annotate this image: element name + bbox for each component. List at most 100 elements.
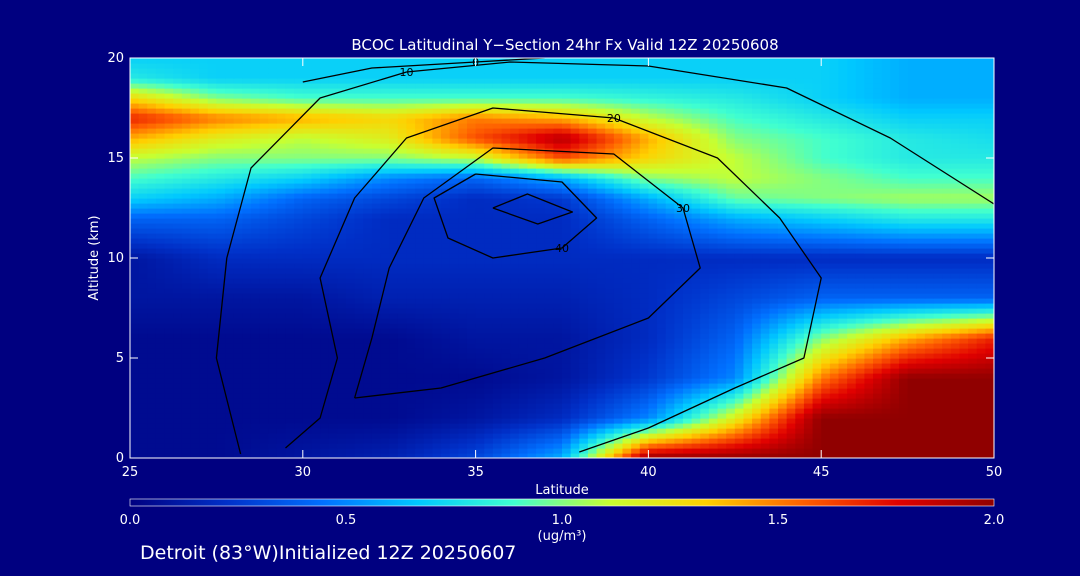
heatmap-cell (631, 328, 641, 334)
heatmap-cell (449, 343, 459, 349)
heatmap-cell (553, 223, 563, 229)
heatmap-cell (890, 353, 900, 359)
heatmap-cell (587, 228, 598, 234)
heatmap-cell (484, 353, 494, 359)
heatmap-cell (622, 343, 632, 349)
heatmap-cell (311, 448, 321, 454)
heatmap-cell (708, 228, 719, 234)
heatmap-cell (855, 283, 865, 289)
heatmap-cell (441, 368, 451, 374)
heatmap-cell (259, 398, 269, 404)
heatmap-cell (250, 258, 261, 264)
heatmap-cell (527, 443, 537, 449)
heatmap-cell (950, 303, 961, 309)
heatmap-cell (164, 233, 174, 239)
heatmap-cell (527, 368, 537, 374)
heatmap-cell (415, 283, 425, 289)
heatmap-cell (276, 363, 287, 369)
heatmap-cell (717, 343, 727, 349)
heatmap-cell (674, 413, 684, 419)
heatmap-cell (605, 333, 615, 339)
heatmap-cell (821, 278, 831, 284)
heatmap-cell (363, 283, 373, 289)
heatmap-cell (778, 368, 788, 374)
heatmap-cell (829, 433, 840, 439)
heatmap-cell (130, 428, 140, 434)
heatmap-cell (173, 253, 183, 259)
heatmap-cell (864, 433, 874, 439)
heatmap-cell (942, 238, 952, 244)
heatmap-cell (441, 328, 451, 334)
heatmap-cell (803, 443, 814, 449)
heatmap-cell (242, 368, 252, 374)
heatmap-cell (976, 438, 986, 444)
heatmap-cell (855, 223, 865, 229)
heatmap-cell (726, 453, 736, 458)
heatmap-cell (657, 368, 667, 374)
heatmap-cell (924, 333, 935, 339)
heatmap-cell (734, 443, 745, 449)
heatmap-cell (682, 208, 693, 214)
heatmap-cell (138, 363, 148, 369)
heatmap-cell (838, 398, 848, 404)
heatmap-cell (155, 228, 166, 234)
heatmap-cell (311, 288, 321, 294)
heatmap-cell (760, 363, 770, 369)
heatmap-cell (959, 443, 969, 449)
heatmap-cell (743, 433, 753, 439)
heatmap-cell (587, 398, 598, 404)
heatmap-cell (501, 313, 511, 319)
heatmap-cell (544, 318, 554, 324)
heatmap-cell (717, 238, 727, 244)
heatmap-cell (518, 418, 529, 424)
heatmap-cell (821, 313, 831, 319)
heatmap-cell (371, 338, 382, 344)
heatmap-cell (199, 268, 209, 274)
heatmap-cell (916, 363, 926, 369)
heatmap-cell (682, 448, 693, 454)
heatmap-cell (786, 268, 796, 274)
heatmap-cell (631, 273, 641, 279)
heatmap-cell (276, 413, 287, 419)
heatmap-cell (829, 363, 840, 369)
heatmap-cell (155, 238, 166, 244)
heatmap-cell (898, 343, 909, 349)
heatmap-cell (320, 238, 330, 244)
heatmap-cell (475, 208, 485, 214)
heatmap-cell (371, 363, 382, 369)
heatmap-cell (752, 348, 762, 354)
heatmap-cell (786, 248, 796, 254)
heatmap-cell (371, 218, 382, 224)
heatmap-cell (942, 273, 952, 279)
heatmap-cell (778, 268, 788, 274)
heatmap-cell (743, 248, 753, 254)
heatmap-cell (587, 453, 598, 458)
heatmap-cell (484, 303, 494, 309)
heatmap-cell (855, 273, 865, 279)
heatmap-cell (328, 278, 338, 284)
heatmap-cell (415, 403, 425, 409)
heatmap-cell (657, 208, 667, 214)
heatmap-cell (734, 423, 745, 429)
heatmap-cell (518, 323, 529, 329)
heatmap-cell (363, 338, 373, 344)
heatmap-cell (216, 318, 226, 324)
heatmap-cell (527, 278, 537, 284)
heatmap-cell (397, 423, 408, 429)
heatmap-cell (536, 233, 546, 239)
heatmap-cell (968, 438, 978, 444)
heatmap-cell (242, 413, 252, 419)
heatmap-cell (363, 223, 373, 229)
heatmap-cell (294, 438, 304, 444)
heatmap-cell (553, 313, 563, 319)
heatmap-cell (674, 268, 684, 274)
heatmap-cell (898, 423, 909, 429)
heatmap-cell (847, 363, 857, 369)
heatmap-cell (164, 368, 174, 374)
heatmap-cell (657, 333, 667, 339)
heatmap-cell (691, 438, 701, 444)
heatmap-cell (164, 393, 174, 399)
heatmap-cell (864, 253, 874, 259)
heatmap-cell (613, 373, 624, 379)
heatmap-cell (510, 323, 520, 329)
